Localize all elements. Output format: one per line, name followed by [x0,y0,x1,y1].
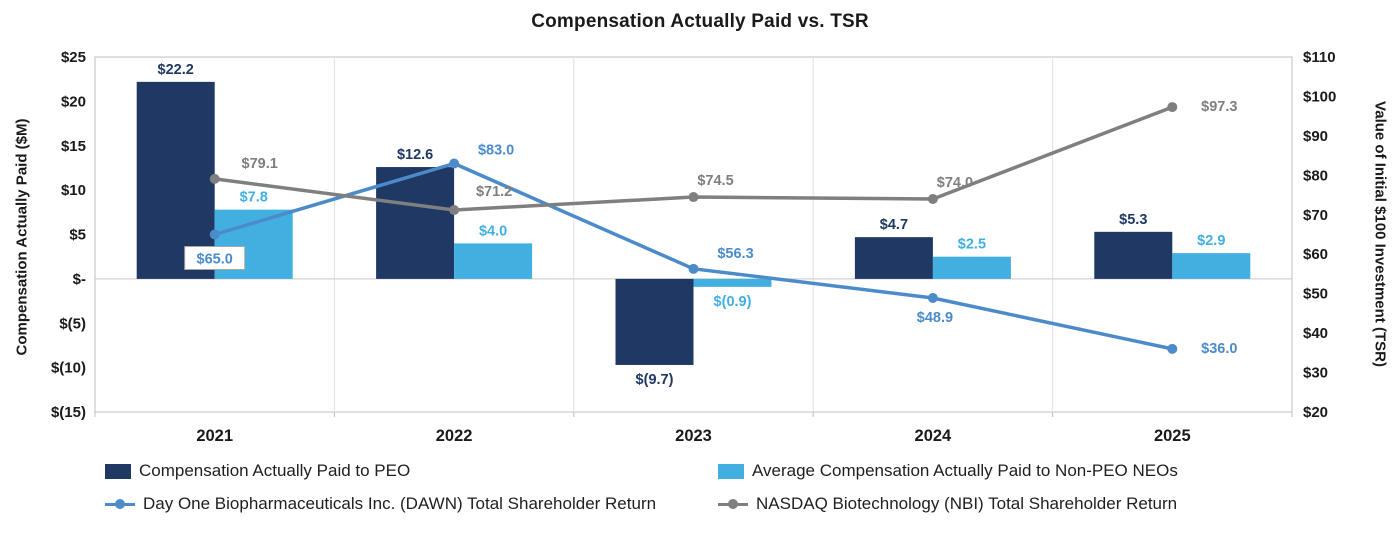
bar-neo-2024 [932,256,1011,279]
chart-legend: Compensation Actually Paid to PEO Average… [105,461,1178,514]
x-axis-label: 2025 [1154,427,1191,445]
x-axis-label: 2022 [436,427,473,445]
legend-item: Average Compensation Actually Paid to No… [718,461,1178,481]
right-axis-tick-label: $90 [1303,128,1328,145]
line-data-label: $74.5 [697,173,733,189]
bar-peo-2025 [1094,231,1173,279]
legend-line-marker-icon [718,499,748,509]
left-axis-tick-label: $10 [61,182,86,199]
chart-title: Compensation Actually Paid vs. TSR [531,11,869,32]
left-axis-tick-label: $(15) [51,404,86,421]
bar-peo-2023 [615,278,694,365]
bar-data-label: $12.6 [397,147,433,163]
bar-peo-2022 [376,167,455,279]
line-data-label: $83.0 [478,143,514,159]
left-axis-tick-label: $- [73,271,86,288]
bar-neo-2022 [454,243,533,279]
legend-label: Day One Biopharmaceuticals Inc. (DAWN) T… [143,494,657,513]
bar-data-label: $4.0 [479,223,507,239]
legend-item: Day One Biopharmaceuticals Inc. (DAWN) T… [105,494,718,514]
legend-label: NASDAQ Biotechnology (NBI) Total Shareho… [756,494,1178,513]
combo-chart: $25 $20 $15 $10 $5 $- $(5) $(10) $(15) $110 $100 $9… [51,49,1336,445]
line-marker [209,229,220,240]
bar-data-label: $(9.7) [636,372,674,388]
x-axis-label: 2023 [675,427,712,445]
line-data-label: $48.9 [917,310,953,326]
right-axis-tick-label: $50 [1303,286,1328,303]
line-marker [449,158,460,169]
legend-swatch-icon [105,463,131,479]
line-data-label: $36.0 [1201,341,1237,357]
right-axis-tick-label: $70 [1303,207,1328,224]
left-axis-tick-label: $15 [61,138,86,155]
bar-data-label: $(0.9) [714,294,752,310]
bar-peo-2024 [854,237,933,279]
left-axis-tick-label: $(10) [51,360,86,377]
left-axis-tick-label: $20 [61,93,86,110]
line-data-label: $74.0 [937,175,973,191]
right-axis-tick-label: $110 [1303,49,1336,66]
line-data-label: $97.3 [1201,99,1237,115]
x-axis-label: 2021 [196,427,233,445]
line-marker [1167,102,1178,113]
right-axis-tick-label: $100 [1303,88,1336,105]
left-axis-tick-label: $25 [61,49,86,66]
bar-data-label: $2.5 [958,237,986,253]
line-marker [449,205,460,216]
line-marker [688,263,699,274]
line-label-box [184,246,246,270]
bar-data-label: $7.8 [240,190,268,206]
right-axis-tick-label: $30 [1303,365,1328,382]
right-axis-tick-label: $80 [1303,167,1328,184]
left-axis-tick-label: $(5) [59,315,86,332]
line-marker [688,192,699,203]
legend-item: NASDAQ Biotechnology (NBI) Total Shareho… [718,494,1178,514]
legend-item: Compensation Actually Paid to PEO [105,461,718,481]
line-data-label: $56.3 [717,246,753,262]
legend-label: Compensation Actually Paid to PEO [139,461,411,480]
line-data-label: $71.2 [476,184,512,200]
legend-label: Average Compensation Actually Paid to No… [752,461,1178,480]
right-axis-tick-label: $60 [1303,246,1328,263]
bar-neo-2025 [1172,253,1251,279]
bar-data-label: $4.7 [880,217,908,233]
left-axis-tick-label: $5 [69,227,86,244]
bar-data-label: $2.9 [1197,233,1225,249]
right-axis-tick-label: $20 [1303,404,1328,421]
legend-swatch-icon [718,463,744,479]
bar-neo-2023 [693,278,772,287]
line-data-label: $65.0 [197,252,233,268]
line-marker [1167,343,1178,354]
line-data-label: $79.1 [242,156,278,172]
line-marker [209,173,220,184]
line-marker [927,194,938,204]
x-axis-label: 2024 [915,427,953,445]
bar-data-label: $5.3 [1119,212,1147,228]
right-axis-tick-label: $40 [1303,325,1328,342]
legend-dot-icon [115,499,125,509]
bar-data-label: $22.2 [158,62,194,78]
legend-line-marker-icon [105,499,135,509]
legend-dot-icon [728,499,738,509]
line-marker [927,293,938,304]
